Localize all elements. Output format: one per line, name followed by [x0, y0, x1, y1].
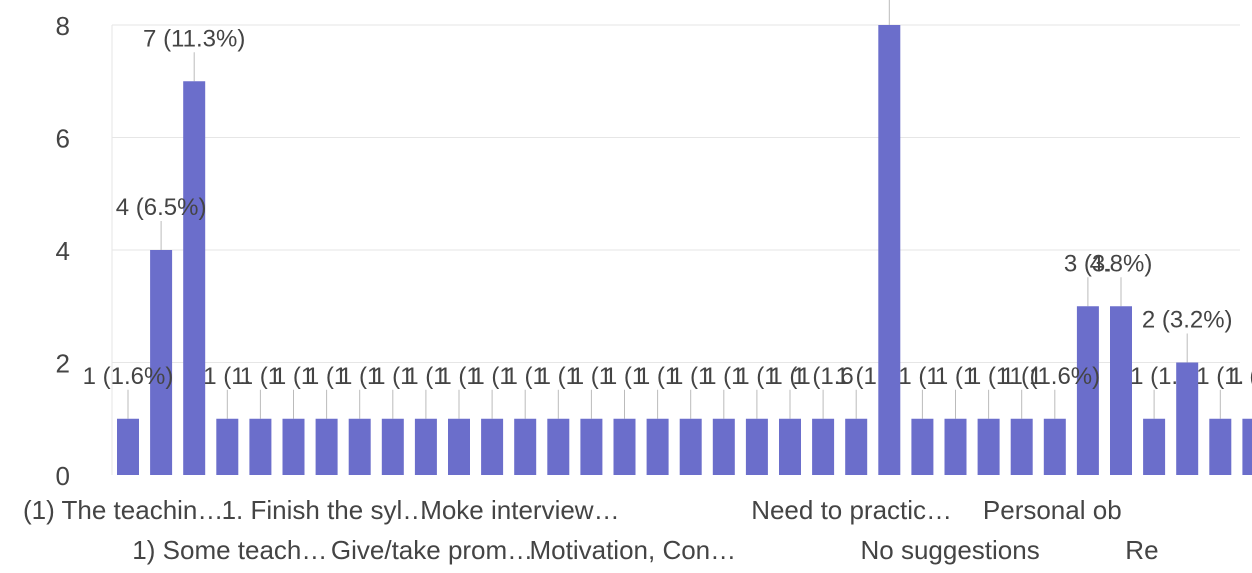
- bar: [1043, 418, 1066, 475]
- data-label: 1 (1.: [1229, 363, 1252, 390]
- data-label: 1 (1: [405, 363, 446, 390]
- x-tick-label: Personal ob: [983, 495, 1122, 525]
- data-label: 1 (1: [339, 363, 380, 390]
- bar: [117, 418, 139, 475]
- bar: [514, 418, 537, 475]
- bar: [745, 418, 768, 475]
- x-tick-label: 1. Finish the syl…: [222, 495, 429, 525]
- bar: [150, 250, 173, 475]
- bar: [1076, 306, 1099, 475]
- bar: [1242, 418, 1252, 475]
- x-tick-label: Moke interview…: [420, 495, 619, 525]
- data-label: 1 (1: [968, 363, 1009, 390]
- data-label: 1 (1: [372, 363, 413, 390]
- bar: [812, 418, 835, 475]
- x-tick-label: (1) The teachin…: [23, 495, 223, 525]
- data-label: 1 (1.6%): [1009, 363, 1100, 390]
- x-tick-label: No suggestions: [861, 535, 1040, 565]
- data-label: 1 (1.: [1196, 363, 1244, 390]
- y-tick-label: 0: [56, 461, 70, 491]
- bar: [580, 418, 603, 475]
- bar: [183, 81, 206, 475]
- y-axis-ticks: 0 2 4 6 8: [56, 11, 70, 491]
- bar: [381, 418, 404, 475]
- bar: [414, 418, 437, 475]
- bar: [679, 418, 702, 475]
- data-labels: 1 (1.6%)4 (6.5%)7 (11.3%)1 (1.1 (11 (11 …: [83, 25, 1252, 390]
- bar: [1110, 306, 1132, 475]
- data-label: 1 (1.6%): [83, 363, 174, 390]
- data-label: 1 (1: [836, 363, 877, 390]
- bar: [1010, 418, 1033, 475]
- y-tick-label: 6: [56, 124, 70, 154]
- bar: [547, 418, 570, 475]
- y-tick-label: 4: [56, 236, 70, 266]
- data-label: 7 (11.3%): [143, 25, 245, 52]
- y-tick-label: 2: [56, 349, 70, 379]
- bar: [944, 418, 967, 475]
- data-label: 4.8%): [1090, 250, 1153, 277]
- data-label: 1 (1: [306, 363, 347, 390]
- bar: [1209, 418, 1232, 475]
- bar: [315, 418, 338, 475]
- data-label: 1 (1: [273, 363, 314, 390]
- data-label: 1 (1.6: [792, 363, 853, 390]
- data-label: 1 (1.: [203, 363, 251, 390]
- data-label: 1 (1: [505, 363, 546, 390]
- data-label: 1 (1: [769, 363, 810, 390]
- x-tick-label: Motivation, Con…: [530, 535, 737, 565]
- bar: [646, 418, 669, 475]
- data-label: 1 (1: [935, 363, 976, 390]
- y-tick-label: 8: [56, 11, 70, 41]
- bar: [448, 418, 470, 475]
- data-label: 1 (1: [471, 363, 512, 390]
- data-label: 1 (1: [1001, 363, 1042, 390]
- bar: [977, 418, 1000, 475]
- data-label: 1 (1.: [1130, 363, 1178, 390]
- data-label: 1 (1: [736, 363, 777, 390]
- data-label: 1 (1: [670, 363, 711, 390]
- bar: [613, 418, 636, 475]
- x-tick-label: Need to practic…: [751, 495, 952, 525]
- bar: [712, 418, 735, 475]
- bar: [1143, 418, 1166, 475]
- x-tick-label: Give/take prom…: [331, 535, 533, 565]
- bar: [249, 418, 272, 475]
- gridlines: [111, 24, 1240, 475]
- data-label: 4 (6.5%): [116, 194, 207, 221]
- x-tick-label: Re: [1125, 535, 1158, 565]
- bar: [348, 418, 371, 475]
- bar: [1176, 362, 1199, 475]
- bar: [282, 418, 305, 475]
- label-leaders: [127, 0, 1221, 419]
- data-label: 1 (1: [604, 363, 645, 390]
- data-label: 2 (3.2%): [1142, 307, 1233, 334]
- bar: [216, 418, 239, 475]
- x-tick-label: 1) Some teach…: [132, 535, 327, 565]
- data-label: 1 (1: [571, 363, 612, 390]
- bar: [481, 418, 504, 475]
- bars: [117, 25, 1252, 475]
- bar: [779, 418, 801, 475]
- bar: [878, 25, 901, 475]
- bar: [911, 418, 934, 475]
- x-axis-ticks: (1) The teachin…1. Finish the syl…Moke i…: [23, 495, 1159, 565]
- data-label: 1 (1: [637, 363, 678, 390]
- data-label: 1 (1: [703, 363, 744, 390]
- data-label: 3 (3.: [1064, 250, 1112, 277]
- data-label: 1 (1: [240, 363, 281, 390]
- data-label: 1 (1: [438, 363, 479, 390]
- bar: [845, 418, 868, 475]
- data-label: 1 (1: [538, 363, 579, 390]
- data-label: 1 (1.: [898, 363, 946, 390]
